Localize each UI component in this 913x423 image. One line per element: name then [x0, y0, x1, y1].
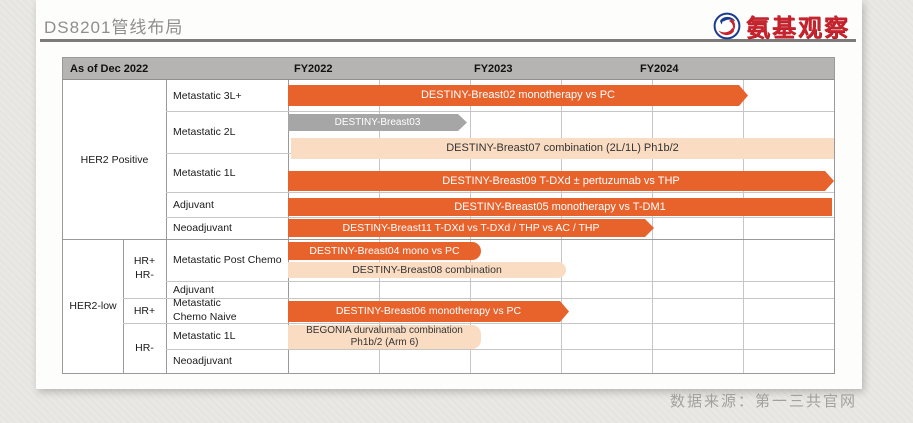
row-divider — [166, 111, 834, 112]
row-label-metastatic-1l: Metastatic 1L — [173, 166, 236, 179]
brand-logo: 氨基观察 — [713, 8, 850, 43]
group-cell-her2-low: HER2-low — [69, 300, 117, 312]
row-divider — [166, 217, 834, 218]
row-divider — [166, 349, 834, 350]
column-divider — [123, 239, 124, 373]
fy2024-header: FY2024 — [640, 63, 679, 75]
row-label-adjuvant: Adjuvant — [173, 198, 214, 211]
brand-logo-text: 氨基观察 — [746, 15, 850, 42]
group-cell-her2-positive: HER2 Positive — [80, 153, 149, 166]
row-label-adjuvant-low: Adjuvant — [173, 283, 214, 296]
group-divider — [63, 239, 834, 240]
trial-bar-destiny-breast11: DESTINY-Breast11 T-DXd vs T-DXd / THP vs… — [288, 219, 654, 237]
row-divider — [123, 323, 834, 324]
trial-bar-destiny-breast06: DESTINY-Breast06 monotherapy vs PC — [288, 301, 569, 322]
trial-bar-begonia: BEGONIA durvalumab combination Ph1b/2 (A… — [288, 325, 481, 349]
row-label-metastatic-3l: Metastatic 3L+ — [173, 89, 242, 102]
fy2022-header: FY2022 — [294, 63, 333, 75]
brand-logo-icon — [713, 12, 741, 39]
trial-bar-destiny-breast03: DESTINY-Breast03 — [288, 114, 467, 131]
row-label-neoadjuvant-low: Neoadjuvant — [173, 355, 232, 367]
row-label-metastatic-2l: Metastatic 2L — [173, 126, 236, 138]
data-source-note: 数据来源：第一三共官网 — [669, 393, 857, 410]
hr-cell-plus-minus: HR+ HR- — [133, 255, 156, 281]
fy2023-header: FY2023 — [474, 63, 513, 75]
gridline-vertical — [743, 80, 744, 373]
table-header-row: As of Dec 2022 FY2022 FY2023 FY2024 — [63, 58, 834, 80]
trial-bar-destiny-breast04: DESTINY-Breast04 mono vs PC — [288, 242, 481, 260]
row-divider — [123, 298, 834, 299]
row-divider — [166, 192, 834, 193]
trial-bar-destiny-breast02: DESTINY-Breast02 monotherapy vs PC — [288, 85, 748, 106]
trial-bar-destiny-breast05: DESTINY-Breast05 monotherapy vs T-DM1 — [288, 198, 832, 216]
as-of-label: As of Dec 2022 — [70, 63, 149, 75]
hr-cell-minus: HR- — [135, 342, 154, 354]
page-title: DS8201管线布局 — [44, 18, 184, 37]
column-divider — [166, 80, 167, 373]
trial-bar-destiny-breast09: DESTINY-Breast09 T-DXd ± pertuzumab vs T… — [288, 171, 834, 191]
slide-panel: DS8201管线布局 氨基观察 As of Dec 2022 FY2022 FY… — [36, 0, 862, 389]
hr-cell-plus: HR+ — [133, 304, 156, 317]
trial-bar-destiny-breast07: DESTINY-Breast07 combination (2L/1L) Ph1… — [291, 138, 834, 159]
row-label-metastatic-1l-low: Metastatic 1L — [173, 330, 236, 342]
row-label-metastatic-post-chemo: Metastatic Post Chemo — [173, 254, 282, 266]
title-divider — [40, 39, 856, 42]
pipeline-gantt-table: As of Dec 2022 FY2022 FY2023 FY2024 — [62, 57, 835, 374]
trial-bar-destiny-breast08: DESTINY-Breast08 combination — [288, 262, 566, 278]
row-label-metastatic-chemo-naive: Metastatic Chemo Naive — [173, 297, 237, 323]
row-label-neoadjuvant: Neoadjuvant — [173, 222, 232, 234]
row-divider — [166, 281, 834, 282]
